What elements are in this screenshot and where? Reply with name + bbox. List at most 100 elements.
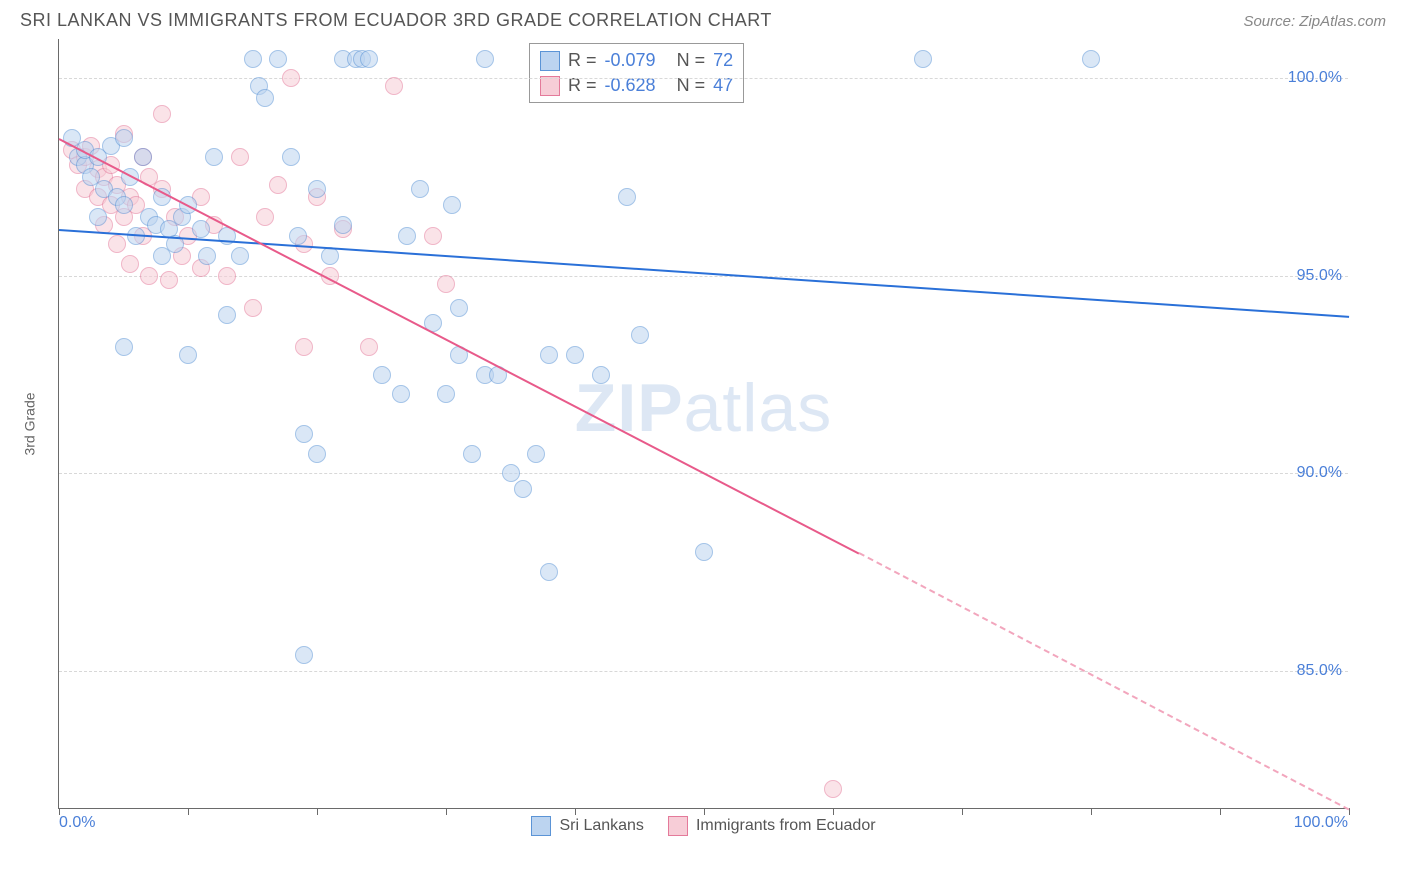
scatter-point-pink [108,235,126,253]
scatter-point-blue [205,148,223,166]
chart-container: SRI LANKAN VS IMMIGRANTS FROM ECUADOR 3R… [10,10,1396,882]
scatter-point-pink [295,338,313,356]
swatch-blue-icon [540,51,560,71]
scatter-point-pink [218,267,236,285]
scatter-point-pink [140,267,158,285]
scatter-point-blue [192,220,210,238]
x-tick [704,808,705,815]
swatch-pink-icon [668,816,688,836]
stats-legend: R = -0.079 N = 72 R = -0.628 N = 47 [529,43,744,103]
legend-item-pink: Immigrants from Ecuador [668,816,876,836]
scatter-point-blue [334,216,352,234]
gridline-h [59,276,1348,277]
scatter-point-blue [914,50,932,68]
scatter-point-blue [540,346,558,364]
stats-row-blue: R = -0.079 N = 72 [540,48,733,73]
r-label: R = [568,50,597,71]
scatter-point-blue [115,129,133,147]
scatter-point-blue [244,50,262,68]
scatter-point-blue [295,425,313,443]
scatter-point-blue [256,89,274,107]
legend-label-pink: Immigrants from Ecuador [696,817,876,835]
chart-title: SRI LANKAN VS IMMIGRANTS FROM ECUADOR 3R… [20,10,772,31]
x-tick [1091,808,1092,815]
scatter-point-pink [231,148,249,166]
x-tick-label: 100.0% [1294,814,1348,832]
scatter-point-blue [502,464,520,482]
scatter-point-pink [424,227,442,245]
n-value-blue: 72 [713,50,733,71]
watermark-light: atlas [684,370,833,446]
scatter-point-blue [134,148,152,166]
scatter-point-blue [527,445,545,463]
scatter-point-blue [476,50,494,68]
scatter-point-pink [282,69,300,87]
scatter-point-pink [360,338,378,356]
scatter-point-blue [89,208,107,226]
legend-label-blue: Sri Lankans [559,817,644,835]
scatter-point-blue [398,227,416,245]
scatter-point-blue [411,180,429,198]
x-tick [317,808,318,815]
y-tick-label: 100.0% [1288,69,1342,87]
scatter-point-pink [121,255,139,273]
stats-row-pink: R = -0.628 N = 47 [540,73,733,98]
scatter-point-blue [115,338,133,356]
scatter-point-blue [269,50,287,68]
scatter-point-blue [592,366,610,384]
plot-area: ZIPatlas R = -0.079 N = 72 R = -0.628 N … [58,39,1348,809]
watermark: ZIPatlas [575,369,832,447]
scatter-point-blue [231,247,249,265]
title-bar: SRI LANKAN VS IMMIGRANTS FROM ECUADOR 3R… [10,10,1396,39]
scatter-point-blue [295,646,313,664]
scatter-point-blue [631,326,649,344]
scatter-point-pink [385,77,403,95]
scatter-point-pink [244,299,262,317]
source-label: Source: ZipAtlas.com [1243,13,1386,30]
legend-item-blue: Sri Lankans [531,816,644,836]
x-tick [446,808,447,815]
scatter-point-blue [289,227,307,245]
y-tick-label: 85.0% [1297,662,1342,680]
scatter-point-blue [695,543,713,561]
scatter-point-blue [308,180,326,198]
swatch-blue-icon [531,816,551,836]
y-axis-label: 3rd Grade [22,392,38,455]
scatter-point-blue [198,247,216,265]
scatter-point-blue [373,366,391,384]
scatter-point-blue [179,346,197,364]
scatter-point-blue [321,247,339,265]
scatter-point-blue [437,385,455,403]
scatter-point-blue [392,385,410,403]
x-tick [962,808,963,815]
r-value-blue: -0.079 [605,50,656,71]
scatter-point-blue [308,445,326,463]
x-tick [575,808,576,815]
x-tick [833,808,834,815]
scatter-point-blue [450,299,468,317]
scatter-point-blue [218,306,236,324]
x-tick [188,808,189,815]
scatter-point-blue [1082,50,1100,68]
scatter-point-blue [540,563,558,581]
scatter-point-blue [282,148,300,166]
scatter-point-pink [824,780,842,798]
scatter-point-blue [463,445,481,463]
scatter-point-blue [115,196,133,214]
plot-wrapper: 3rd Grade ZIPatlas R = -0.079 N = 72 R = [10,39,1396,839]
scatter-point-pink [269,176,287,194]
scatter-point-blue [443,196,461,214]
scatter-point-pink [256,208,274,226]
scatter-point-pink [153,105,171,123]
x-tick [1220,808,1221,815]
y-tick-label: 95.0% [1297,267,1342,285]
scatter-point-pink [160,271,178,289]
bottom-legend: Sri Lankans Immigrants from Ecuador [59,816,1348,836]
y-axis-label-wrap: 3rd Grade [15,39,45,809]
scatter-point-blue [566,346,584,364]
scatter-point-blue [514,480,532,498]
regression-line-pink-dash [858,552,1349,810]
gridline-h [59,671,1348,672]
scatter-point-blue [360,50,378,68]
scatter-point-blue [618,188,636,206]
